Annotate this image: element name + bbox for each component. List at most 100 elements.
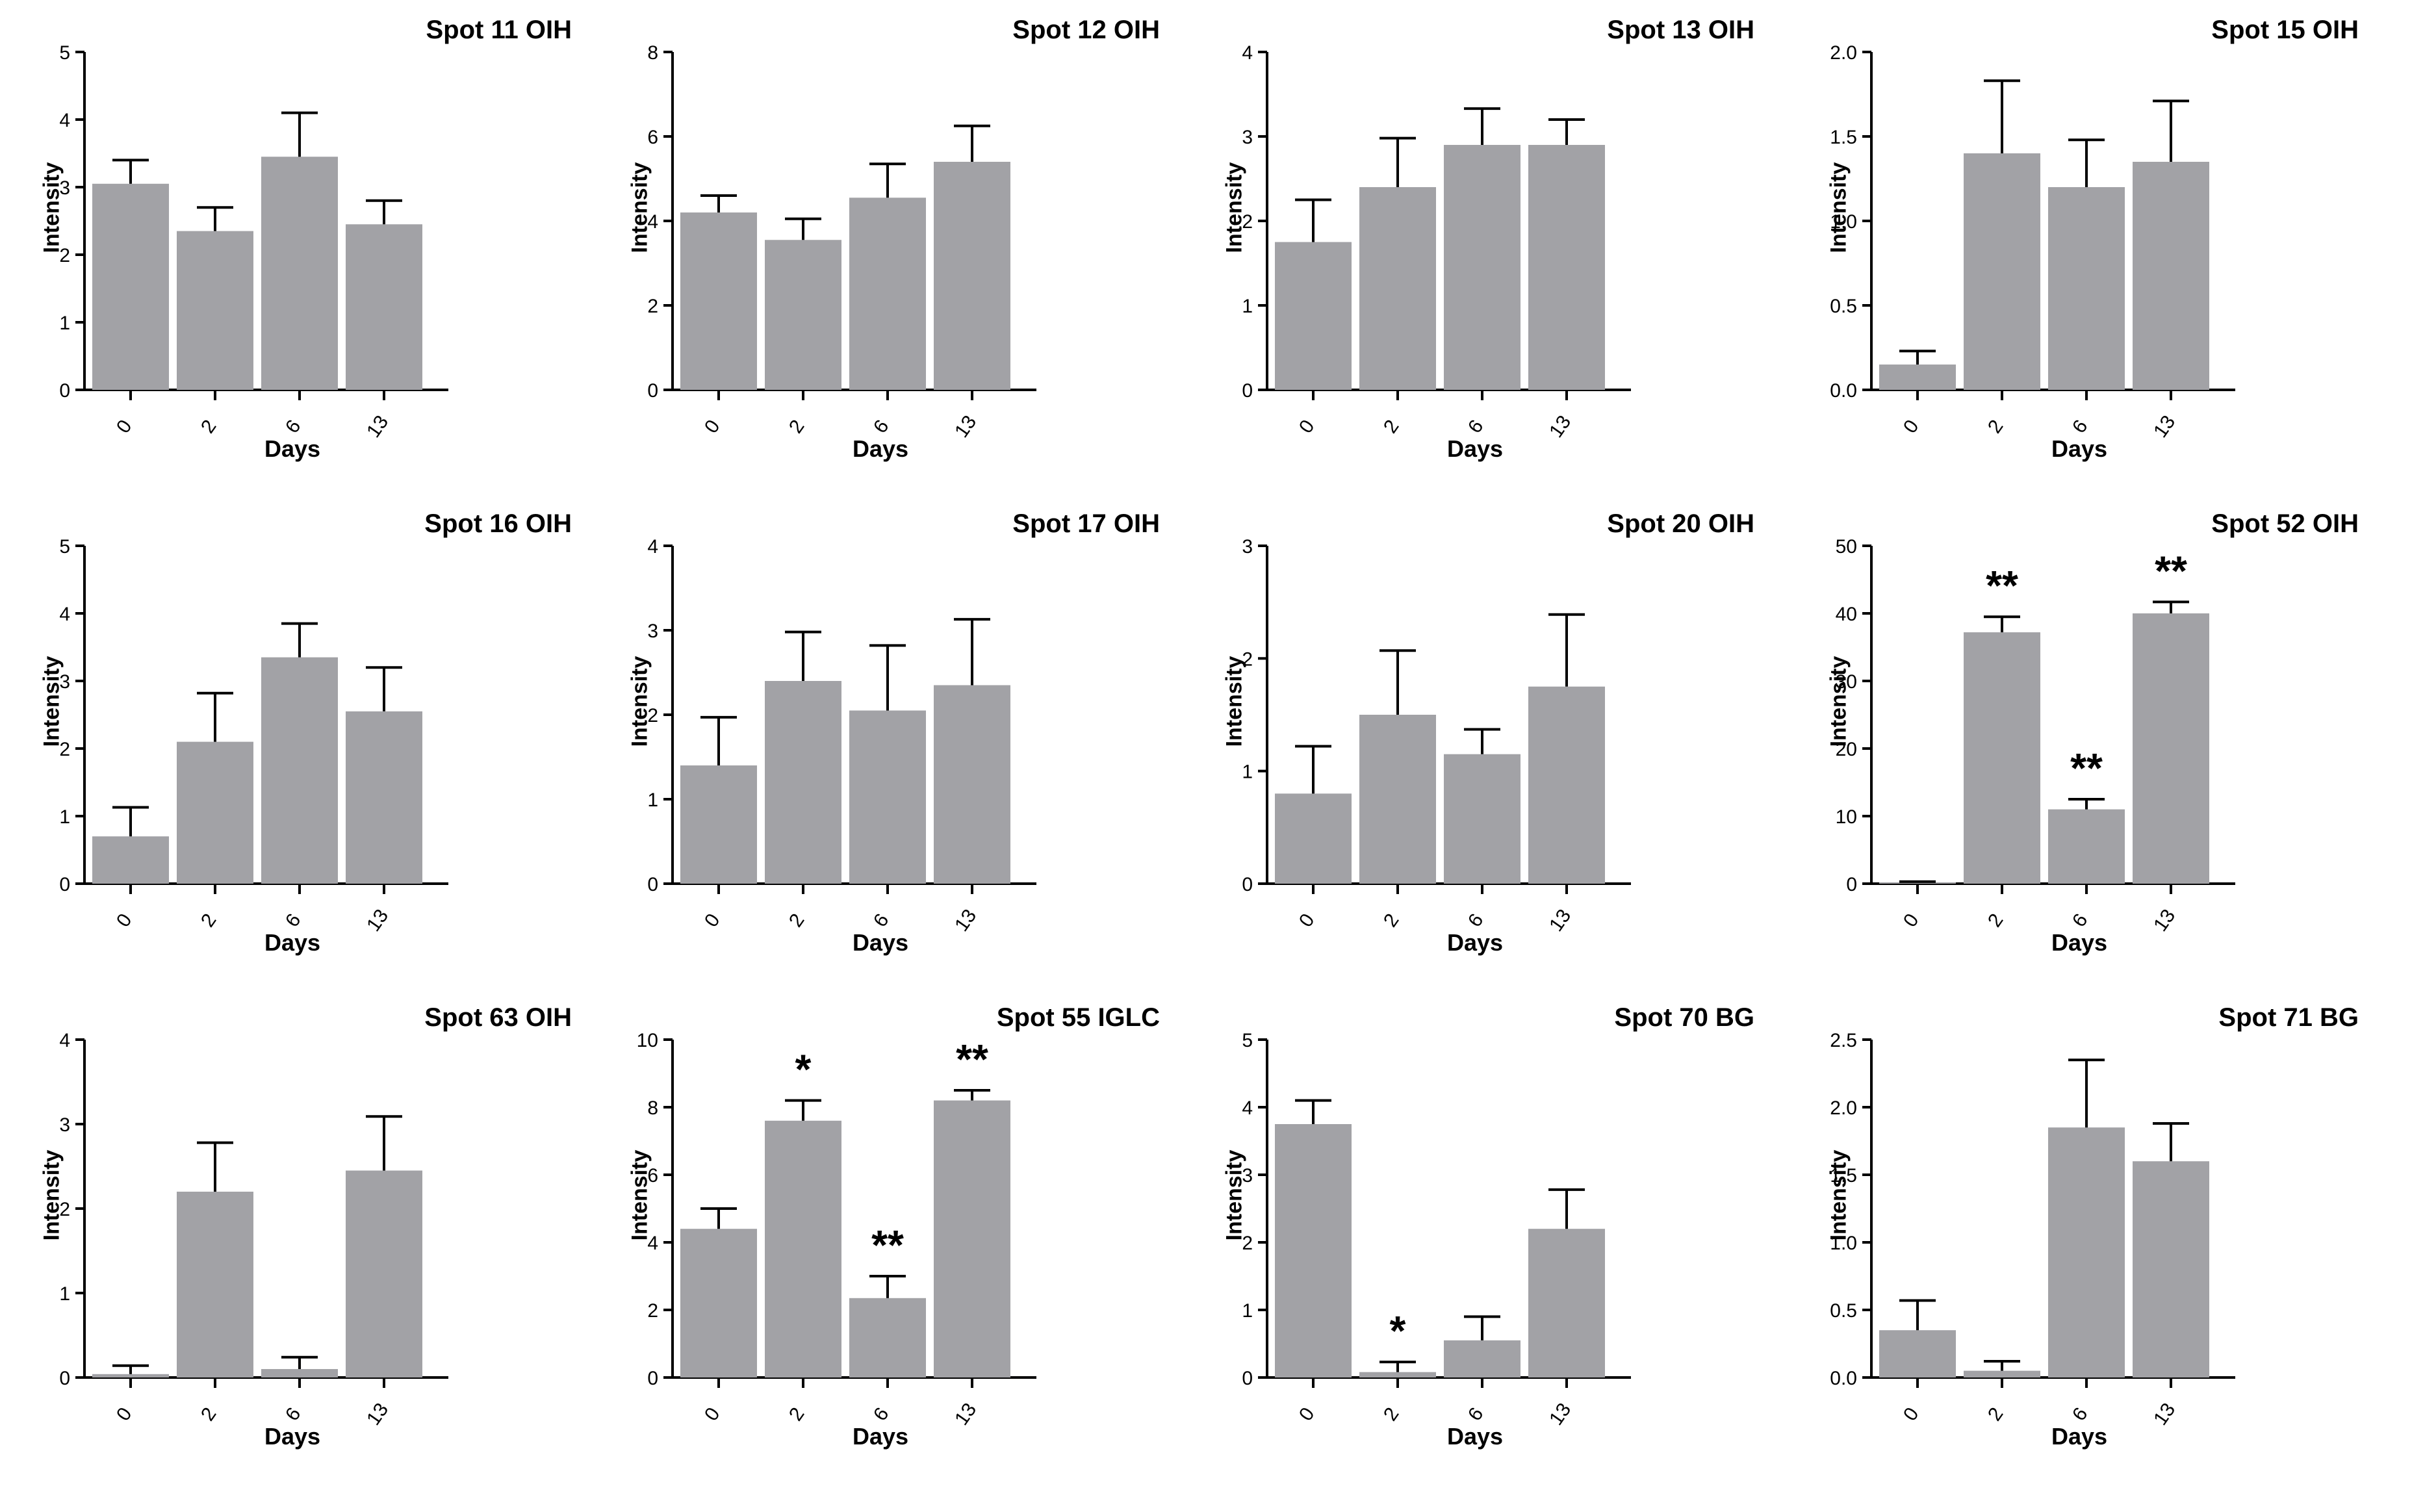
x-axis-label: Days (852, 929, 909, 956)
x-tick-label: 2 (1984, 416, 2008, 437)
y-tick-label: 2 (59, 1199, 70, 1220)
y-tick-label: 5 (59, 536, 70, 557)
x-axis-label: Days (1446, 1423, 1504, 1450)
bar (92, 183, 169, 390)
bar (2133, 162, 2209, 390)
y-axis-label: Intensity (627, 656, 652, 747)
x-tick-label: 0 (1899, 1403, 1923, 1425)
y-axis-label: Intensity (1222, 162, 1247, 253)
x-tick-label: 0 (1295, 1403, 1319, 1425)
y-tick-label: 0 (1846, 874, 1857, 895)
x-axis-label: Days (1446, 929, 1504, 956)
chart-title: Spot 71 BG (2218, 1003, 2359, 1032)
x-tick-label: 6 (2068, 416, 2092, 437)
x-tick-label: 0 (112, 416, 136, 437)
x-tick-label: 0 (112, 1403, 136, 1425)
chart-svg: 0.00.51.01.52.00 2 6 13 (1830, 42, 2235, 442)
x-tick-label: 0 (700, 1403, 725, 1425)
x-axis-label: Days (264, 929, 321, 956)
x-tick-label: 6 (2068, 1403, 2092, 1425)
y-axis-label: Intensity (627, 1149, 652, 1241)
x-tick-label: 2 (197, 416, 221, 437)
y-tick-label: 4 (1242, 42, 1253, 64)
chart-title: Spot 20 OIH (1607, 509, 1754, 538)
x-tick-label: 2 (785, 1403, 809, 1425)
x-axis-label: Days (852, 435, 909, 462)
bar (1359, 715, 1436, 884)
x-tick-label: 6 (281, 910, 305, 931)
bar (1275, 1124, 1352, 1377)
y-tick-label: 1.5 (1830, 127, 1857, 148)
bar (1879, 1330, 1956, 1377)
y-tick-label: 4 (647, 1233, 658, 1254)
bar (2048, 1127, 2125, 1377)
y-tick-label: 4 (647, 536, 658, 557)
significance-label: ** (2070, 745, 2103, 791)
x-axis-label: Days (2051, 435, 2108, 462)
y-tick-label: 4 (1242, 1097, 1253, 1119)
chart-svg: 0.00.51.01.52.02.50 2 6 13 (1830, 1030, 2235, 1429)
bar (765, 240, 841, 390)
bar (261, 657, 338, 884)
y-tick-label: 4 (59, 1030, 70, 1051)
y-axis-label: Intensity (1826, 162, 1851, 253)
y-tick-label: 3 (59, 177, 70, 199)
bar (1964, 153, 2040, 390)
chart-panel: 0 10 20 30 40 50 0 2 ** 6 ** 13 ** Spot 52 OIH Intensi… (1793, 507, 2378, 1001)
bar (934, 685, 1010, 884)
x-tick-label: 2 (1984, 1403, 2008, 1425)
bar (1879, 365, 1956, 390)
bar (177, 741, 253, 884)
y-tick-label: 2 (647, 296, 658, 317)
y-tick-label: 2.5 (1830, 1030, 1857, 1051)
significance-label: ** (956, 1036, 988, 1083)
chart-title: Spot 52 OIH (2211, 509, 2359, 538)
y-tick-label: 10 (637, 1030, 658, 1051)
y-tick-label: 1.5 (1830, 1165, 1857, 1186)
x-tick-label: 6 (281, 416, 305, 437)
bar (2048, 187, 2125, 390)
bar (765, 1120, 841, 1377)
bar (849, 198, 926, 390)
chart-title: Spot 70 BG (1614, 1003, 1754, 1032)
y-axis-label: Intensity (39, 1149, 64, 1241)
x-axis-label: Days (1446, 435, 1504, 462)
significance-label: * (795, 1046, 812, 1093)
bar (849, 710, 926, 884)
y-tick-label: 1 (1242, 1300, 1253, 1322)
bar (1528, 145, 1605, 390)
y-tick-label: 0 (647, 1368, 658, 1389)
y-tick-label: 3 (1242, 1165, 1253, 1186)
y-tick-label: 1.0 (1830, 211, 1857, 233)
x-tick-label: 2 (785, 416, 809, 437)
y-tick-label: 0 (59, 380, 70, 402)
bar (346, 224, 422, 390)
bar (2133, 1161, 2209, 1377)
chart-title: Spot 13 OIH (1607, 16, 1754, 44)
chart-panel: 0 1 2 3 0 2 6 13 Spot 20 OIH Intensity Days (1189, 507, 1774, 1001)
y-tick-label: 2 (59, 739, 70, 760)
y-tick-label: 4 (647, 211, 658, 233)
y-tick-label: 1 (1242, 296, 1253, 317)
y-axis-label: Intensity (627, 162, 652, 253)
bar (1444, 145, 1520, 390)
bar (680, 212, 757, 390)
x-tick-label: 6 (869, 910, 893, 931)
chart-title: Spot 63 OIH (424, 1003, 572, 1032)
y-tick-label: 2 (1242, 1233, 1253, 1254)
x-tick-label: 6 (869, 1403, 893, 1425)
chart-title: Spot 12 OIH (1012, 16, 1160, 44)
x-axis-label: Days (2051, 1423, 2108, 1450)
bar (849, 1298, 926, 1377)
y-axis-label: Intensity (1826, 1149, 1851, 1241)
y-tick-label: 20 (1836, 739, 1857, 760)
significance-label: ** (1986, 562, 2018, 609)
x-tick-label: 6 (281, 1403, 305, 1425)
y-tick-label: 0 (647, 874, 658, 895)
